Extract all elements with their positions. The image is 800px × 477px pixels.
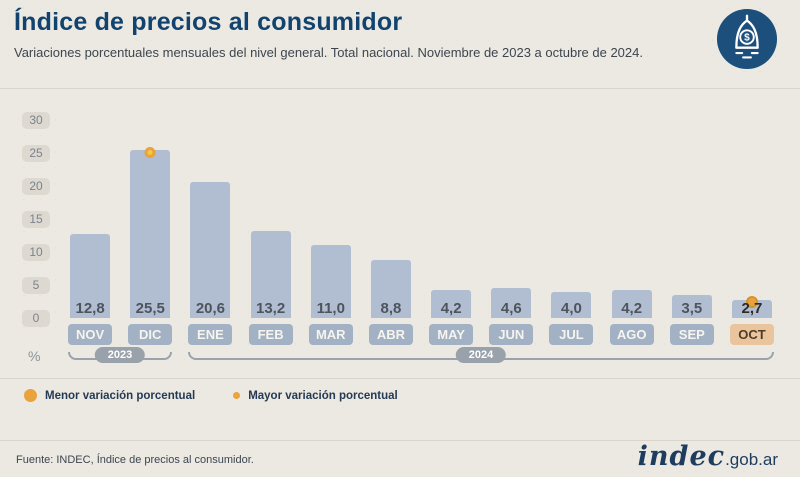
- indec-logo-icon: $: [716, 8, 778, 70]
- month-label-dic: DIC: [128, 324, 173, 345]
- bar-jul: [551, 291, 592, 318]
- bar-chart: 0 5 10 15 20 25 30 12,8 25,5 20,6 13,2 11,0 8,8 4,2 4…: [0, 100, 800, 372]
- page-title: Índice de precios al consumidor: [14, 8, 403, 36]
- month-cell-sep: SEP: [662, 324, 722, 345]
- y-axis: 0 5 10 15 20 25 30: [20, 112, 50, 327]
- month-label-ago: AGO: [609, 324, 654, 345]
- bar-mar: [310, 245, 351, 318]
- bar-sep: [671, 294, 712, 318]
- month-cell-jun: JUN: [481, 324, 541, 345]
- bar-column-jun: 4,6: [481, 120, 541, 318]
- bar-jun: [491, 287, 532, 318]
- min-variation-marker-icon: [745, 296, 758, 309]
- bar-column-sep: 3,5: [662, 120, 722, 318]
- brand-name: indec: [637, 441, 726, 472]
- brand-suffix: .gob.ar: [725, 450, 778, 469]
- svg-text:$: $: [744, 33, 750, 44]
- bar-dic: [130, 149, 171, 318]
- bar-nov: [70, 233, 111, 318]
- month-label-jun: JUN: [489, 324, 534, 345]
- bar-oct: [731, 300, 772, 318]
- y-tick-10: 10: [22, 244, 50, 261]
- bar-value-abr: 8,8: [380, 300, 402, 317]
- month-label-may: MAY: [429, 324, 474, 345]
- bar-ene: [190, 182, 231, 318]
- bar-may: [431, 290, 472, 318]
- bar-value-nov: 12,8: [75, 300, 105, 317]
- max-variation-marker-icon: [144, 146, 156, 158]
- month-cell-ene: ENE: [180, 324, 240, 345]
- legend-min-label: Menor variación porcentual: [45, 389, 196, 402]
- bar-value-dic: 25,5: [135, 300, 165, 317]
- bar-value-feb: 13,2: [256, 300, 286, 317]
- header-divider: [0, 88, 800, 89]
- month-label-jul: JUL: [549, 324, 594, 345]
- footer-divider: [0, 440, 800, 441]
- month-cell-nov: NOV: [60, 324, 120, 345]
- bar-value-may: 4,2: [440, 300, 462, 317]
- month-label-mar: MAR: [308, 324, 353, 345]
- month-cell-jul: JUL: [541, 324, 601, 345]
- bar-column-oct: 2,7: [722, 120, 782, 318]
- header: Índice de precios al consumidor Variacio…: [14, 8, 690, 60]
- page-subtitle: Variaciones porcentuales mensuales del n…: [14, 45, 643, 60]
- bar-column-mar: 11,0: [301, 120, 361, 318]
- y-tick-25: 25: [22, 145, 50, 162]
- bar-value-jun: 4,6: [500, 300, 522, 317]
- source-note: Fuente: INDEC, Índice de precios al cons…: [16, 454, 254, 466]
- bar-column-feb: 13,2: [241, 120, 301, 318]
- bar-abr: [370, 259, 411, 318]
- bar-column-ago: 4,2: [602, 120, 662, 318]
- bar-column-dic: 25,5: [120, 120, 180, 318]
- bar-column-may: 4,2: [421, 120, 481, 318]
- max-variation-dot-icon: [233, 392, 241, 399]
- y-tick-0: 0: [22, 310, 50, 327]
- bar-value-ene: 20,6: [195, 300, 226, 317]
- month-cell-abr: ABR: [361, 324, 421, 345]
- month-cell-dic: DIC: [120, 324, 180, 345]
- bar-feb: [250, 230, 291, 318]
- bar-column-nov: 12,8: [60, 120, 120, 318]
- month-cell-may: MAY: [421, 324, 481, 345]
- month-label-ene: ENE: [188, 324, 233, 345]
- month-label-nov: NOV: [68, 324, 113, 345]
- bar-column-ene: 20,6: [180, 120, 240, 318]
- month-label-oct: OCT: [729, 324, 774, 345]
- y-tick-30: 30: [22, 112, 50, 129]
- x-axis-months: NOV DIC ENE FEB MAR ABR MAY JUN JUL AGO SEP OCT: [60, 324, 782, 345]
- plot-area: 12,8 25,5 20,6 13,2 11,0 8,8 4,2 4,6 4,0 4,2 3,5 2,…: [60, 120, 782, 318]
- bar-value-jul: 4,0: [561, 300, 582, 317]
- y-tick-15: 15: [22, 211, 50, 228]
- year-badge-2023: 2023: [94, 347, 146, 363]
- month-label-feb: FEB: [248, 324, 293, 345]
- bar-column-jul: 4,0: [541, 120, 601, 318]
- month-label-sep: SEP: [669, 324, 714, 345]
- legend-item-min: Menor variación porcentual: [24, 389, 195, 402]
- month-label-abr: ABR: [368, 324, 413, 345]
- year-badge-2024: 2024: [455, 347, 507, 363]
- legend-item-max: Mayor variación porcentual: [233, 390, 398, 402]
- y-axis-unit-label: %: [28, 348, 41, 364]
- month-cell-feb: FEB: [241, 324, 301, 345]
- month-cell-mar: MAR: [301, 324, 361, 345]
- bar-value-mar: 11,0: [316, 300, 345, 317]
- month-cell-ago: AGO: [602, 324, 662, 345]
- min-variation-dot-icon: [24, 389, 37, 402]
- bar-value-oct: 2,7: [741, 300, 763, 317]
- y-tick-20: 20: [22, 178, 50, 195]
- bar-value-sep: 3,5: [681, 300, 703, 317]
- month-cell-oct: OCT: [722, 324, 782, 345]
- bar-value-ago: 4,2: [621, 300, 643, 317]
- bar-ago: [611, 290, 652, 318]
- y-tick-5: 5: [22, 277, 50, 294]
- bar-column-abr: 8,8: [361, 120, 421, 318]
- legend-divider: [0, 378, 800, 379]
- legend-max-label: Mayor variación porcentual: [248, 389, 398, 402]
- indec-wordmark: indec .gob.ar: [638, 441, 778, 472]
- legend: Menor variación porcentual Mayor variaci…: [24, 389, 398, 402]
